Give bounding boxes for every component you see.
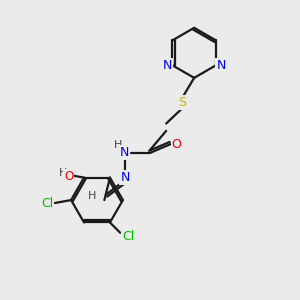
Text: N: N [163, 59, 172, 72]
Text: H: H [88, 190, 96, 201]
Text: N: N [120, 172, 130, 184]
Text: H: H [59, 168, 67, 178]
Text: O: O [172, 138, 182, 151]
Text: H: H [114, 140, 123, 150]
Text: N: N [217, 59, 226, 72]
Text: Cl: Cl [122, 230, 134, 243]
Text: O: O [64, 169, 74, 183]
Text: N: N [120, 146, 129, 159]
Text: Cl: Cl [41, 197, 53, 210]
Text: S: S [178, 96, 186, 110]
